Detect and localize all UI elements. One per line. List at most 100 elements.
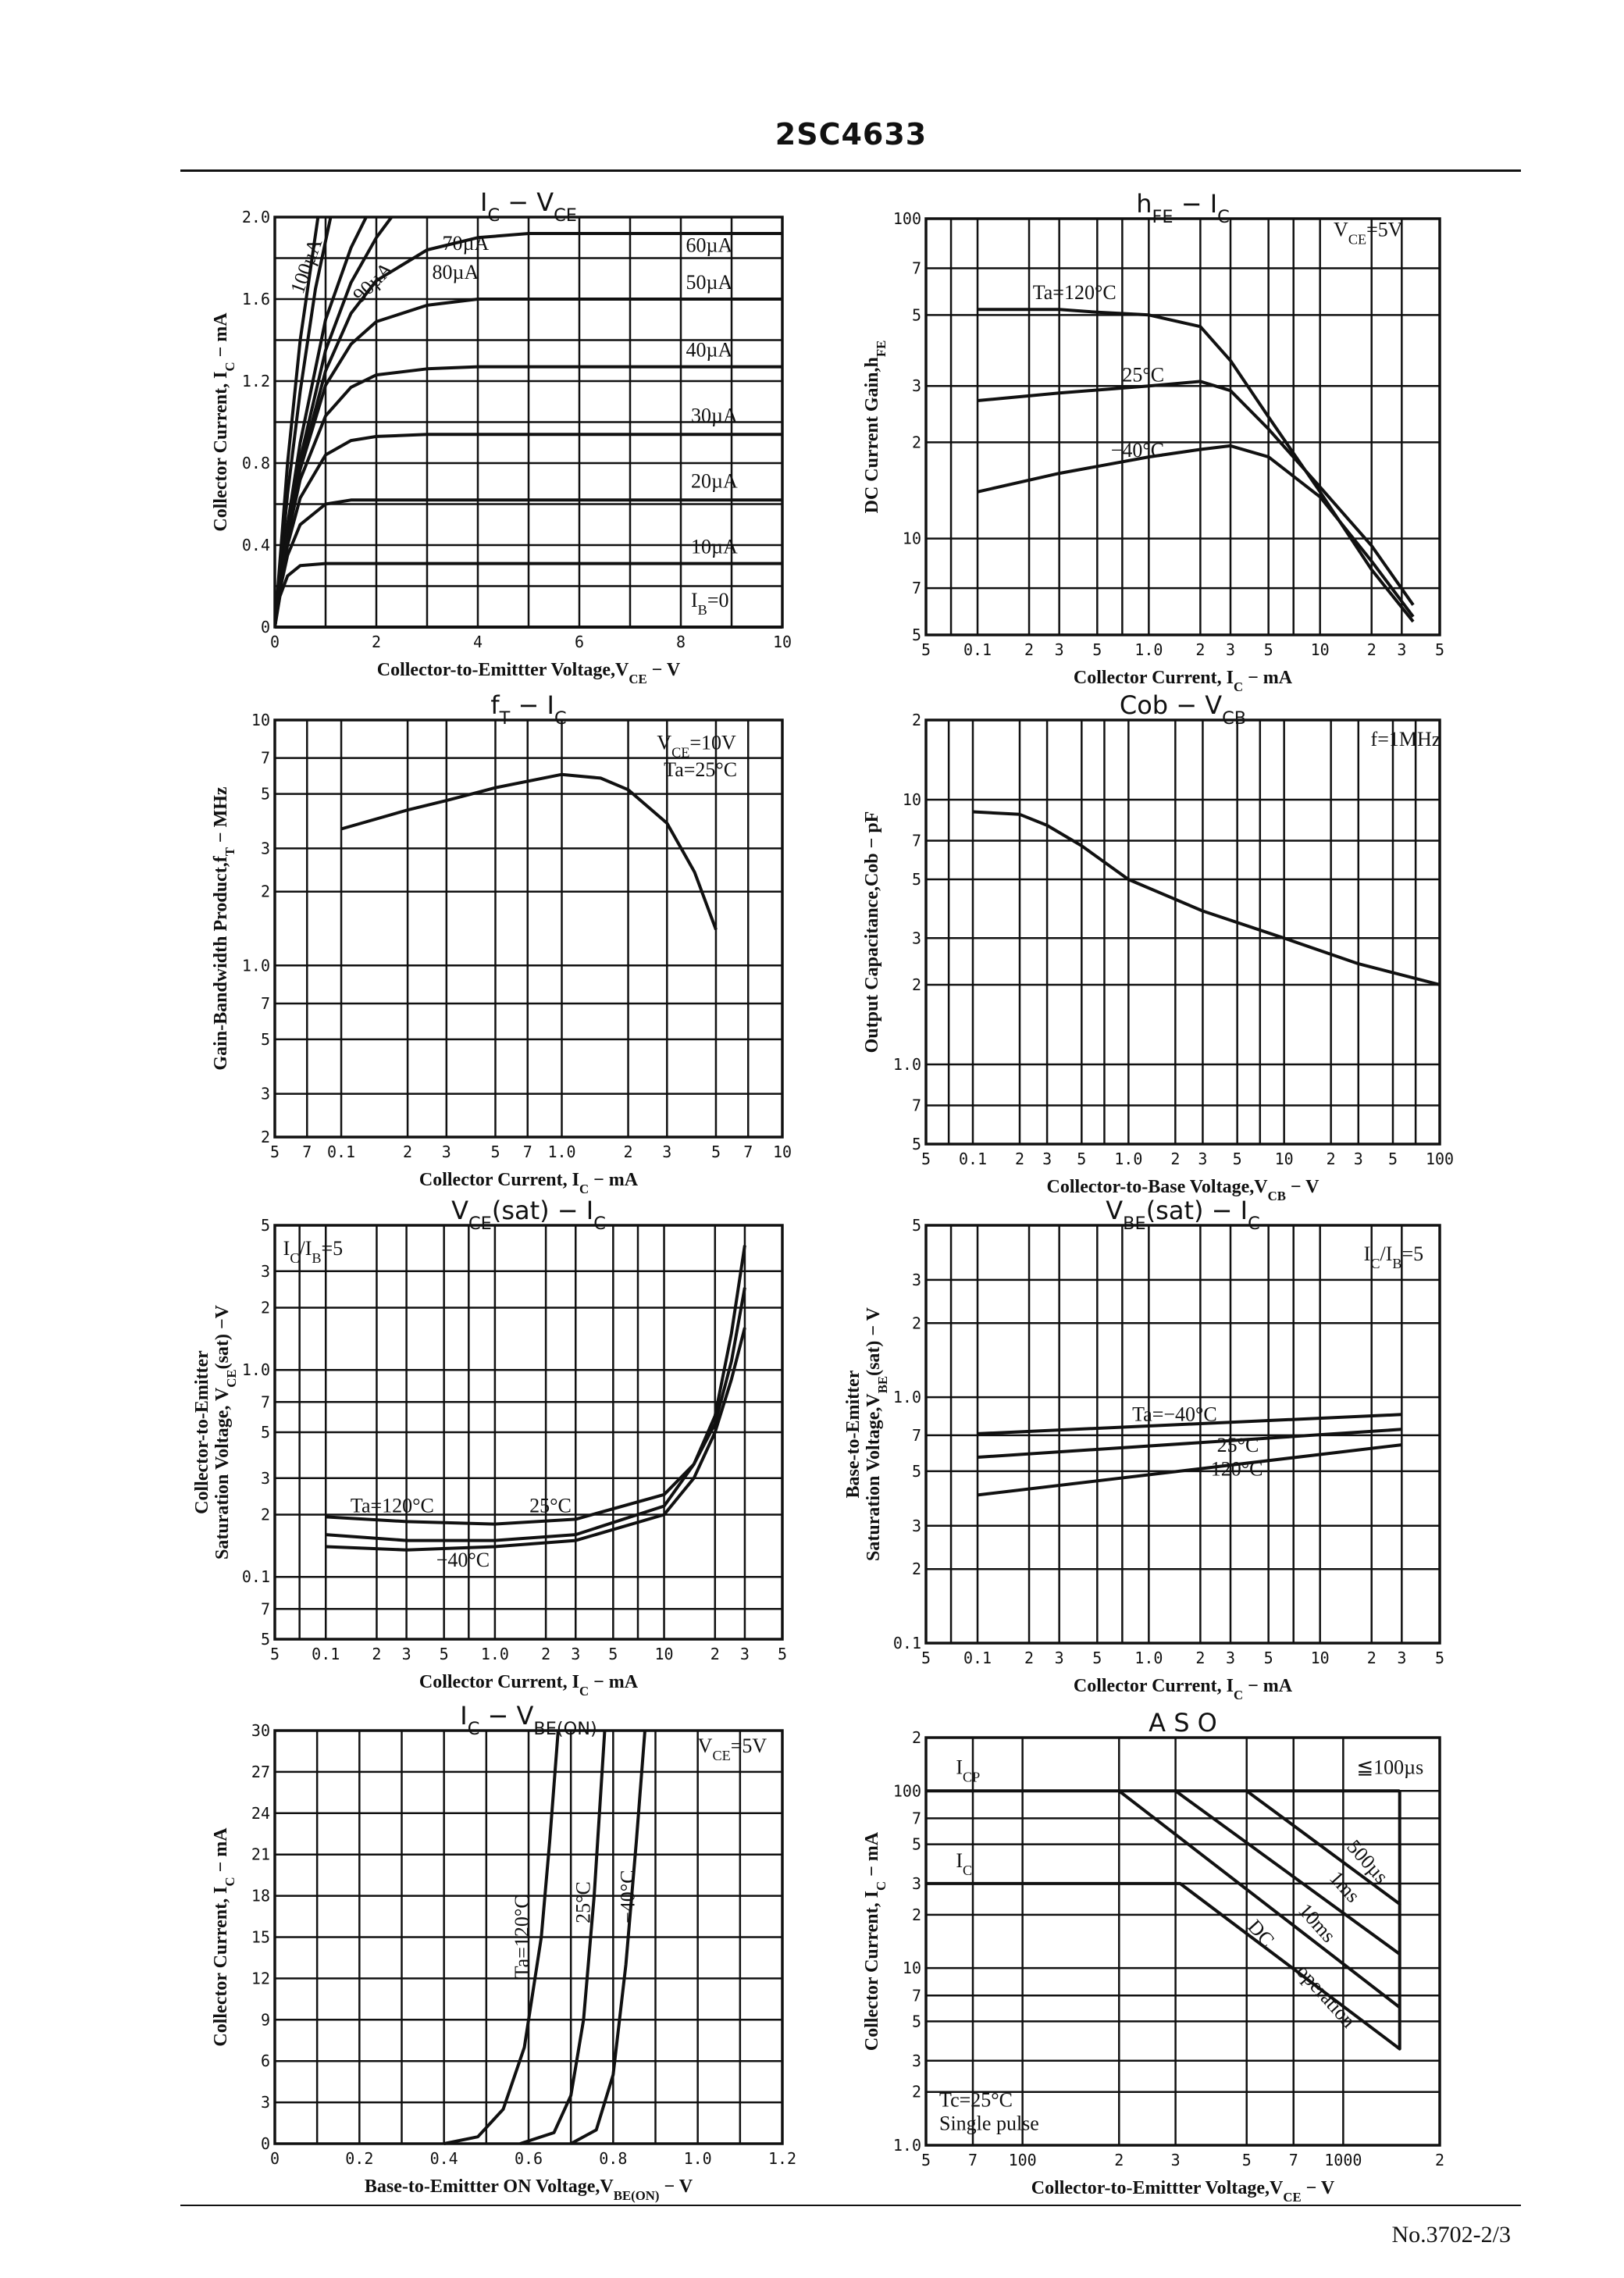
x-axis-label: Collector-to-Base Voltage,VCB − V [1047,1177,1320,1203]
y-axis-label: Collector Current, IC − mA [862,1831,889,2051]
x-tick-label: 5 [1077,1150,1086,1168]
series-curve [972,810,1440,986]
curve-label: −40°C [1111,439,1164,462]
y-tick-label: 1.0 [893,1388,921,1406]
y-tick-label: 1.0 [242,956,270,975]
series-curve [977,444,1415,618]
y-tick-label: 21 [251,1845,270,1864]
x-tick-label: 5 [711,1143,721,1161]
x-tick-label: 3 [1397,1649,1406,1667]
curve-label: VCE=5V [1334,219,1403,248]
x-tick-label: 3 [1171,2151,1181,2169]
x-tick-label: 5 [440,1645,449,1663]
chart-1: IB=010µA20µA30µA40µA50µA60µA70µA80µA90µA… [273,216,784,629]
x-tick-label: 10 [773,1143,792,1161]
x-tick-label: 3 [571,1645,580,1663]
curve-label: ≦100µs [1356,1756,1423,1778]
x-tick-label: 2 [1435,2151,1444,2169]
y-tick-label: 24 [251,1804,270,1823]
x-tick-label: 10 [773,633,792,651]
y-tick-label: 2 [912,1314,921,1332]
x-tick-label: 5 [490,1143,500,1161]
y-axis-label: Collector Current, IC − mA [211,1827,237,2047]
x-tick-label: 1.0 [1134,640,1163,659]
curve-label: ICP [956,1756,980,1784]
y-tick-label: 7 [912,258,921,277]
x-tick-label: 0.1 [959,1150,987,1168]
y-tick-label: 7 [912,1809,921,1827]
curve-label: 10µA [691,536,738,558]
y-tick-label: 10 [903,790,921,809]
chart-title: fT − IC [490,690,566,729]
curve-label: 80µA [433,261,479,283]
x-tick-label: 3 [1226,640,1235,659]
curve-label: IC [956,1849,972,1878]
x-tick-label: 2 [403,1143,412,1161]
curve-label: 40µA [686,339,733,362]
plot-frame [273,1729,784,2145]
y-tick-label: 5 [912,305,921,324]
y-tick-label: 0.1 [893,1634,921,1652]
x-tick-label: 5 [1264,1649,1273,1667]
x-tick-label: 10 [1311,1649,1330,1667]
y-axis-label-line2: Saturation Voltage, VCE(sat) −V [212,1304,239,1560]
x-tick-label: 3 [1042,1150,1052,1168]
chart-8: ICPIC≦100µs500µs1ms10msDCoperationTc=25°… [924,1736,1441,2147]
series-curve [977,1443,1402,1497]
curve-label: Ta=25°C [664,758,737,781]
y-tick-label: 7 [912,579,921,597]
x-tick-label: 2 [1195,640,1205,659]
y-tick-label: 3 [261,1085,270,1103]
y-tick-label: 12 [251,1969,270,1987]
y-tick-label: 5 [912,2012,921,2030]
curve-label: Single pulse [939,2112,1039,2134]
x-tick-label: 1.0 [547,1143,575,1161]
series-curve [275,216,368,628]
x-tick-label: 7 [302,1143,312,1161]
plot-frame [924,718,1441,1146]
y-tick-label: 15 [251,1928,270,1947]
y-tick-label: 2 [261,1128,270,1146]
series-curve [275,216,320,628]
x-tick-label: 3 [1354,1150,1363,1168]
series-curve [519,1730,607,2145]
curve-label: 120°C [1211,1457,1263,1480]
curve-label: VCE=10V [657,731,736,760]
page-number: No.3702-2/3 [1391,2222,1512,2248]
x-tick-label: 5 [1435,1649,1444,1667]
curve-label: Ta=120°C [351,1495,434,1517]
y-axis-label-line2: Saturation Voltage,VBE(sat) − V [864,1307,890,1561]
x-tick-label: 5 [1264,640,1273,659]
y-axis-label-line1: Base-to-Emitter [843,1370,864,1498]
footer-rule [180,2205,1521,2206]
y-tick-label: 30 [251,1721,270,1740]
x-tick-label: 1.0 [684,2149,712,2168]
y-tick-label: 5 [912,626,921,644]
x-tick-label: 2 [710,1645,720,1663]
series-curve [926,1881,1401,2051]
y-tick-label: 3 [912,1874,921,1893]
curve-label: 20µA [691,470,738,493]
y-axis-label: DC Current Gain,hFE [862,340,889,514]
y-tick-label: 5 [912,1462,921,1481]
x-tick-label: 3 [402,1645,411,1663]
x-tick-label: 3 [1055,1649,1064,1667]
y-tick-label: 5 [912,870,921,889]
x-tick-label: 2 [1024,1649,1034,1667]
series-curve [977,1413,1402,1435]
x-tick-label: 1.2 [768,2149,796,2168]
y-tick-label: 5 [261,1216,270,1235]
y-axis-label-line1: Collector-to-Emitter [192,1350,212,1514]
series-curve [570,1730,646,2145]
curve-label: VCE=5V [698,1734,767,1763]
x-tick-label: 5 [608,1645,618,1663]
y-tick-label: 3 [261,839,270,857]
x-tick-label: 5 [1242,2151,1252,2169]
x-tick-label: 3 [662,1143,671,1161]
y-tick-label: 3 [261,1469,270,1488]
plot-frame [924,1736,1441,2147]
y-axis-label: Gain-Bandwidth Product,fT − MHz [211,786,237,1070]
curve-label: 25°C [1217,1434,1259,1456]
x-tick-label: 0.1 [963,1649,992,1667]
